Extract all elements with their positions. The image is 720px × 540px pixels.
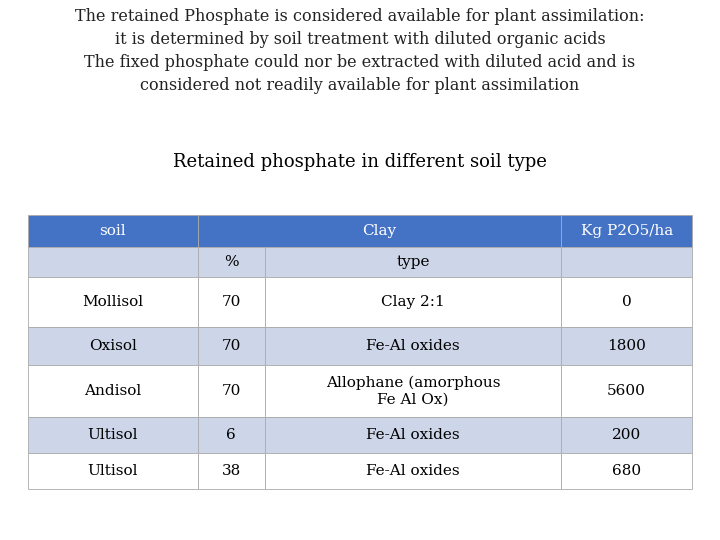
Bar — [562, 417, 692, 453]
Text: Clay: Clay — [362, 224, 397, 238]
Text: 70: 70 — [221, 384, 240, 398]
Bar — [197, 277, 265, 327]
Text: Allophane (amorphous
Fe Al Ox): Allophane (amorphous Fe Al Ox) — [325, 376, 500, 406]
Bar — [28, 327, 197, 365]
Bar — [562, 215, 692, 247]
Text: 0: 0 — [622, 295, 631, 309]
Bar — [197, 327, 265, 365]
Bar — [265, 247, 562, 277]
Text: Andisol: Andisol — [84, 384, 141, 398]
Bar — [197, 215, 562, 247]
Bar — [28, 277, 197, 327]
Bar — [197, 417, 265, 453]
Text: Oxisol: Oxisol — [89, 339, 137, 353]
Bar — [265, 453, 562, 489]
Text: 38: 38 — [222, 464, 240, 478]
Bar — [28, 365, 197, 417]
Bar — [562, 247, 692, 277]
Bar — [197, 453, 265, 489]
Bar — [265, 417, 562, 453]
Text: 200: 200 — [612, 428, 642, 442]
Bar — [28, 417, 197, 453]
Bar — [562, 327, 692, 365]
Text: 6: 6 — [226, 428, 236, 442]
Text: 680: 680 — [612, 464, 642, 478]
Text: 1800: 1800 — [607, 339, 646, 353]
Bar — [197, 247, 265, 277]
Bar — [562, 453, 692, 489]
Text: 70: 70 — [221, 295, 240, 309]
Text: %: % — [224, 255, 238, 269]
Text: 70: 70 — [221, 339, 240, 353]
Bar — [562, 365, 692, 417]
Text: Mollisol: Mollisol — [82, 295, 143, 309]
Text: The retained Phosphate is considered available for plant assimilation:
it is det: The retained Phosphate is considered ava… — [76, 8, 644, 93]
Bar — [265, 365, 562, 417]
Text: Fe-Al oxides: Fe-Al oxides — [366, 464, 460, 478]
Text: type: type — [396, 255, 430, 269]
Text: Kg P2O5/ha: Kg P2O5/ha — [580, 224, 672, 238]
Text: Fe-Al oxides: Fe-Al oxides — [366, 428, 460, 442]
Bar — [265, 277, 562, 327]
Text: Retained phosphate in different soil type: Retained phosphate in different soil typ… — [173, 153, 547, 171]
Bar — [28, 453, 197, 489]
Text: Fe-Al oxides: Fe-Al oxides — [366, 339, 460, 353]
Bar — [562, 277, 692, 327]
Text: Ultisol: Ultisol — [88, 428, 138, 442]
Text: Ultisol: Ultisol — [88, 464, 138, 478]
Bar — [265, 327, 562, 365]
Bar — [28, 215, 197, 247]
Bar — [197, 365, 265, 417]
Text: Clay 2:1: Clay 2:1 — [381, 295, 445, 309]
Text: 5600: 5600 — [607, 384, 646, 398]
Bar — [28, 247, 197, 277]
Text: soil: soil — [99, 224, 126, 238]
